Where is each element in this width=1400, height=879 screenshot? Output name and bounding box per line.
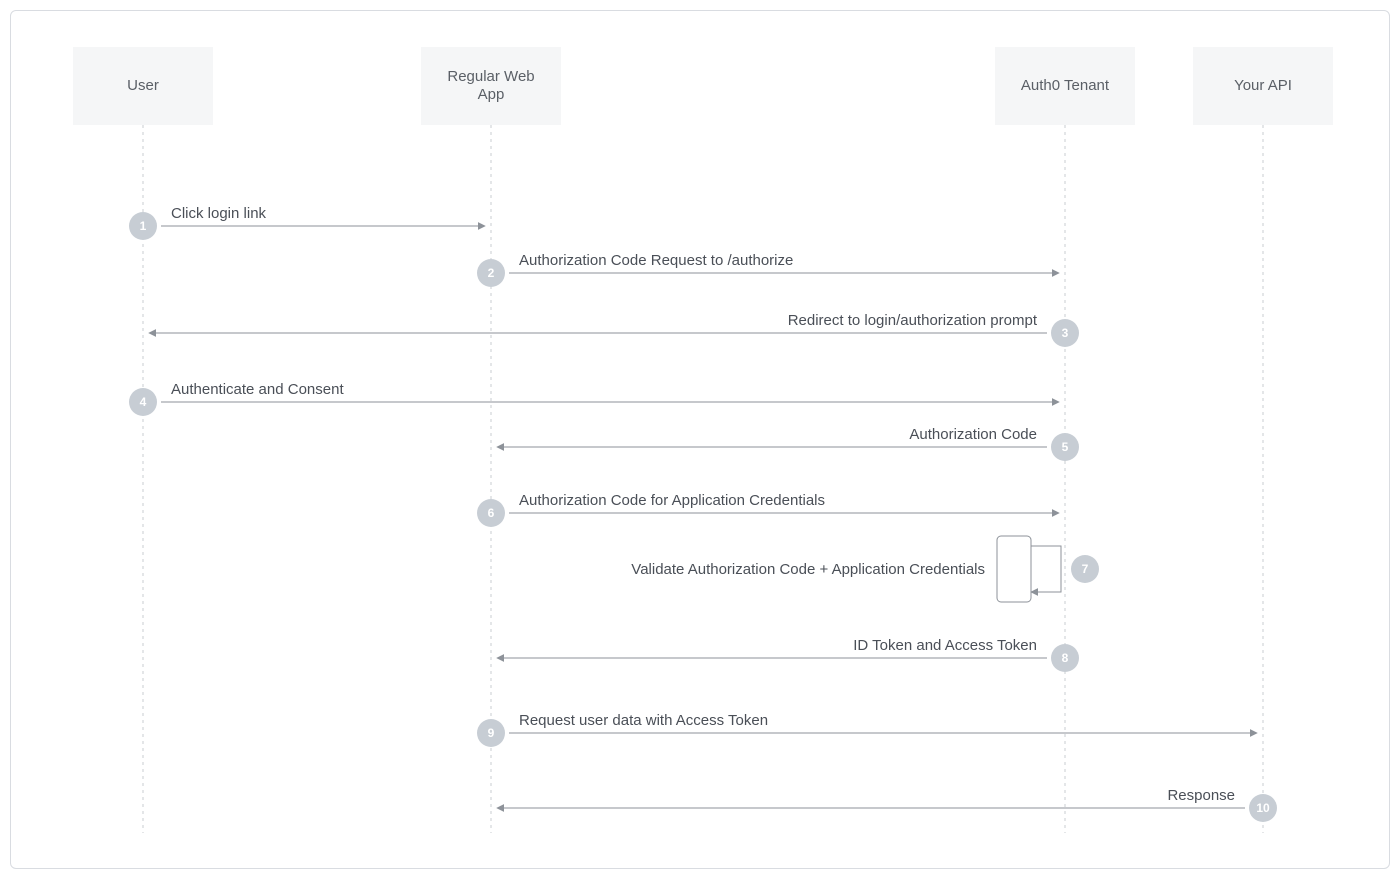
- sequence-diagram-frame: User Regular WebApp Auth0 Tenant Your API Cl…: [10, 10, 1390, 869]
- step-number: 7: [1082, 562, 1089, 576]
- self-activation: [997, 536, 1031, 602]
- actor-label: Your API: [1234, 77, 1292, 94]
- sequence-diagram: User Regular WebApp Auth0 Tenant Your API Cl…: [11, 11, 1391, 868]
- step-number: 1: [140, 219, 147, 233]
- step-number: 2: [488, 266, 495, 280]
- actor-label: App: [478, 86, 505, 103]
- message-label: Authorization Code Request to /authorize: [519, 252, 793, 269]
- actor-label: Auth0 Tenant: [1021, 77, 1110, 94]
- message-label: Authorization Code: [909, 426, 1037, 443]
- message-label: Response: [1167, 787, 1235, 804]
- step-number: 10: [1256, 801, 1270, 815]
- step-number: 3: [1062, 326, 1069, 340]
- message-label: Validate Authorization Code + Applicatio…: [631, 561, 985, 578]
- actor-label: User: [127, 77, 159, 94]
- message-label: ID Token and Access Token: [853, 637, 1037, 654]
- message-label: Request user data with Access Token: [519, 712, 768, 729]
- actor-label: Regular Web: [447, 68, 534, 85]
- self-loop: [1031, 546, 1061, 592]
- message-label: Authorization Code for Application Crede…: [519, 492, 825, 509]
- step-number: 6: [488, 506, 495, 520]
- step-number: 4: [140, 395, 147, 409]
- step-number: 9: [488, 726, 495, 740]
- message-label: Authenticate and Consent: [171, 381, 344, 398]
- step-number: 5: [1062, 440, 1069, 454]
- step-number: 8: [1062, 651, 1069, 665]
- message-label: Click login link: [171, 205, 267, 222]
- message-label: Redirect to login/authorization prompt: [788, 312, 1038, 329]
